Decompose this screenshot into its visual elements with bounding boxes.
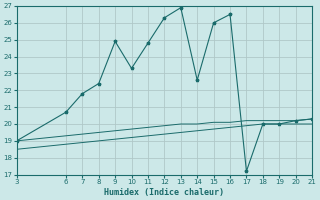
X-axis label: Humidex (Indice chaleur): Humidex (Indice chaleur) <box>104 188 224 197</box>
